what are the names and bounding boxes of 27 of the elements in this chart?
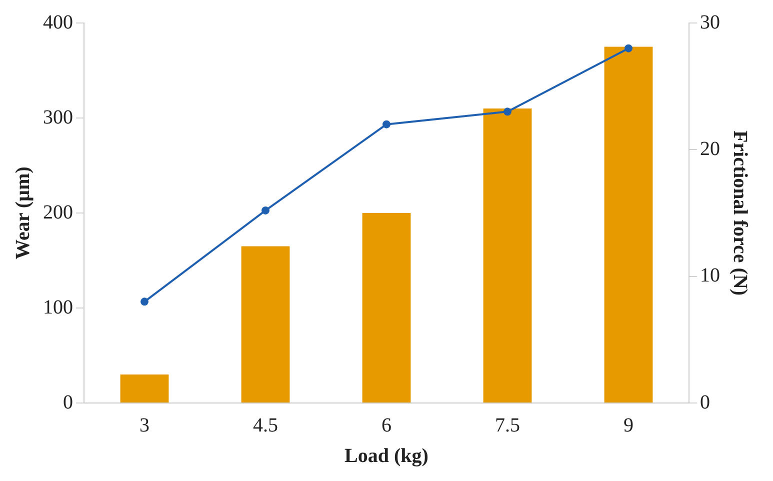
point <box>382 120 390 128</box>
bar <box>362 213 411 402</box>
y2-axis-title: Frictional force (N) <box>728 130 751 296</box>
point <box>624 44 632 52</box>
x-tick-label: 3 <box>140 414 150 436</box>
y-axis-title: Wear (µm) <box>12 166 34 260</box>
x-tick-label: 4.5 <box>253 414 278 436</box>
bar <box>241 246 290 402</box>
y-tick-label: 0 <box>63 391 73 414</box>
point <box>262 206 270 214</box>
y-tick-label: 300 <box>43 106 73 128</box>
bar <box>604 46 653 402</box>
x-tick-label: 7.5 <box>495 414 520 436</box>
point <box>504 108 512 116</box>
x-tick-label: 9 <box>624 414 634 436</box>
x-tick-label: 6 <box>382 414 392 436</box>
x-axis-title: Load (kg) <box>344 445 428 468</box>
point <box>140 298 148 306</box>
y-tick-label: 400 <box>43 11 73 34</box>
bar <box>120 374 169 402</box>
y2-tick-label: 0 <box>700 391 710 414</box>
y2-tick-label: 30 <box>700 11 720 34</box>
y2-tick-label: 20 <box>700 138 720 160</box>
bar <box>483 108 532 402</box>
y-tick-label: 200 <box>43 201 73 224</box>
y2-tick-label: 10 <box>700 264 720 287</box>
y-tick-label: 100 <box>43 296 73 318</box>
